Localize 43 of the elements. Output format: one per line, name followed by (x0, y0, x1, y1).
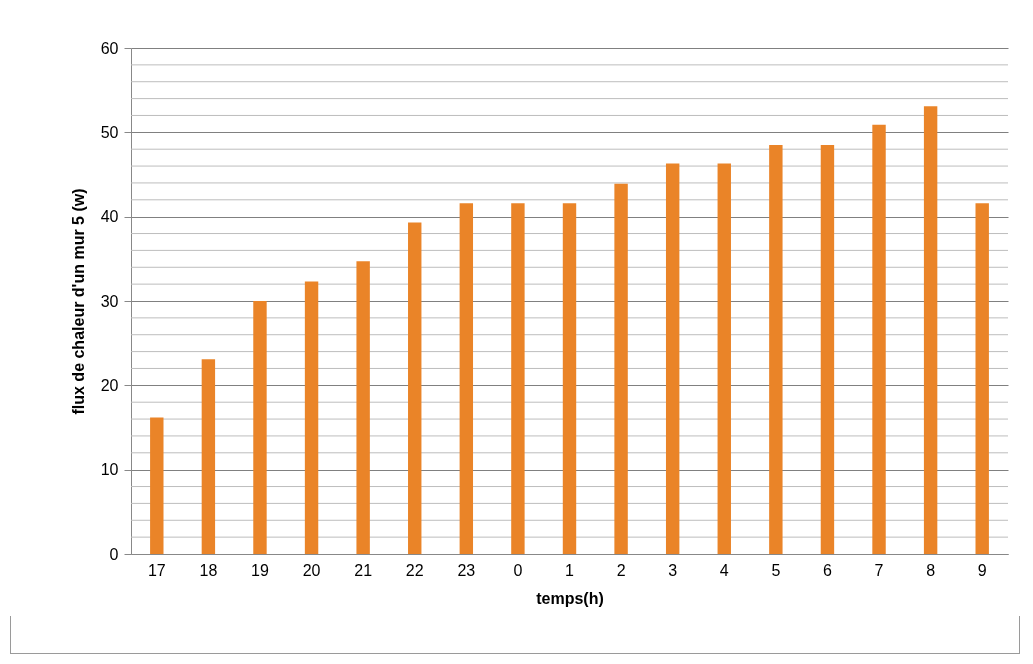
bar (201, 359, 216, 554)
bar (923, 106, 938, 554)
bar (769, 144, 783, 554)
bar (459, 203, 474, 554)
x-tick-label: 17 (147, 561, 166, 579)
y-tick-label: 10 (100, 461, 119, 479)
bar (975, 203, 989, 554)
bar (304, 281, 319, 554)
x-tick-label: 3 (668, 561, 678, 579)
bar (253, 301, 267, 554)
x-tick-label: 18 (199, 561, 218, 579)
bar (614, 183, 628, 554)
bar (820, 144, 835, 554)
x-tick-label: 1 (565, 561, 575, 579)
y-tick-label: 50 (100, 123, 119, 141)
x-tick-label: 23 (457, 561, 476, 579)
x-axis-title: temps(h) (536, 589, 604, 607)
x-tick-label: 7 (874, 561, 884, 579)
bar (665, 163, 680, 554)
y-tick-label: 30 (100, 292, 119, 310)
bar (408, 222, 422, 554)
x-tick-label: 20 (302, 561, 321, 579)
bar (872, 124, 886, 554)
y-tick-label: 40 (100, 208, 119, 226)
x-tick-label: 5 (771, 561, 781, 579)
bar (562, 203, 577, 554)
x-tick-label: 22 (405, 561, 424, 579)
bar (717, 163, 731, 554)
x-tick-label: 8 (926, 561, 936, 579)
x-tick-label: 2 (616, 561, 626, 579)
y-tick-label: 20 (100, 376, 119, 394)
y-tick-label: 60 (100, 39, 119, 57)
bar (356, 261, 370, 554)
x-tick-label: 9 (977, 561, 987, 579)
y-tick-label: 0 (109, 545, 119, 563)
x-tick-label: 6 (822, 561, 832, 579)
x-tick-label: 21 (354, 561, 373, 579)
x-tick-label: 19 (251, 561, 269, 579)
bar (150, 417, 164, 554)
bar (511, 203, 525, 554)
y-axis-title: flux de chaleur d'un mur 5 (w) (69, 188, 87, 415)
x-tick-label: 4 (719, 561, 729, 579)
x-tick-label: 0 (513, 561, 523, 579)
